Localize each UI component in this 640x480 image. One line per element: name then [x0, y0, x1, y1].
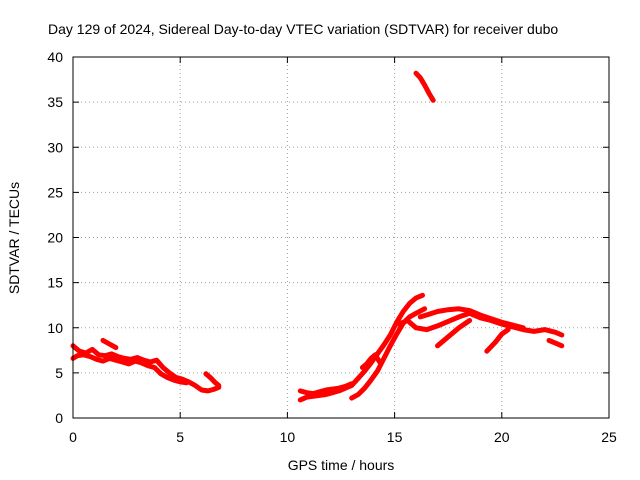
series-line-track-7 [349, 306, 428, 401]
series-line-track-6 [297, 381, 355, 397]
x-tick-label: 20 [494, 429, 510, 445]
series-line-track-8 [359, 352, 383, 370]
x-tick-label: 15 [387, 429, 403, 445]
series-line-track-3 [100, 337, 119, 351]
y-tick-label: 10 [47, 320, 63, 336]
y-tick-label: 40 [47, 49, 63, 65]
series-line-track-14 [413, 70, 436, 103]
y-tick-label: 15 [47, 275, 63, 291]
series-line-track-5 [297, 292, 425, 403]
x-axis-label: GPS time / hours [288, 457, 395, 473]
series-line-track-1 [70, 343, 222, 394]
y-axis-label: SDTVAR / TECUs [6, 182, 22, 294]
series-group [70, 70, 565, 403]
y-tick-label: 20 [47, 230, 63, 246]
series-line-track-4 [203, 371, 222, 388]
series-line-track-9 [396, 310, 565, 338]
x-tick-label: 25 [601, 429, 617, 445]
y-tick-label: 30 [47, 139, 63, 155]
chart-title: Day 129 of 2024, Sidereal Day-to-day VTE… [48, 21, 558, 37]
series-line-track-10 [417, 306, 526, 331]
x-tick-label: 10 [280, 429, 296, 445]
x-tick-label: 5 [176, 429, 184, 445]
series-line-track-12 [484, 327, 511, 354]
series-line-track-13 [546, 337, 565, 349]
axis-ticks: 0 5 10 15 20 25 0 5 10 15 20 25 30 35 40 [47, 49, 617, 445]
y-tick-label: 0 [55, 410, 63, 426]
series-line-track-11 [435, 318, 473, 349]
x-tick-label: 0 [69, 429, 77, 445]
y-tick-label: 5 [55, 365, 63, 381]
y-tick-label: 35 [47, 94, 63, 110]
series-line-track-2 [70, 352, 190, 386]
y-tick-label: 25 [47, 184, 63, 200]
grid-lines [73, 57, 609, 418]
